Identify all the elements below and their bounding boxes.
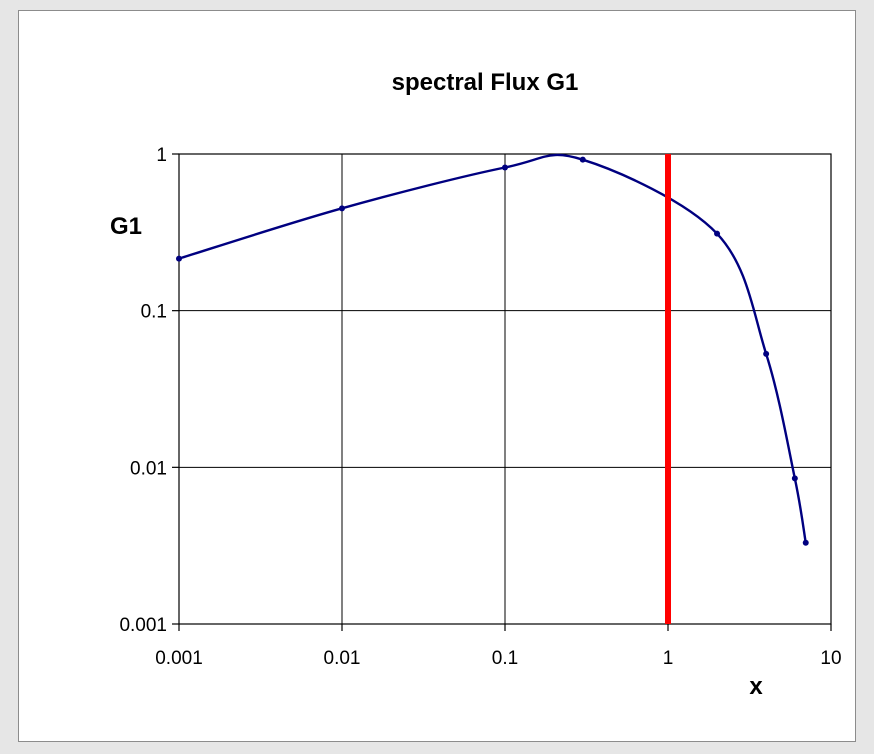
y-tick-label: 0.1 — [141, 302, 167, 323]
y-tick-label: 0.01 — [130, 458, 167, 479]
series-markers — [176, 156, 809, 546]
y-tick-labels: 0.001 0.01 0.1 1 — [119, 145, 167, 636]
x-tick-label: 1 — [663, 648, 674, 669]
data-point — [763, 350, 770, 357]
data-point — [791, 475, 798, 482]
data-point — [714, 230, 721, 237]
y-tick-label: 1 — [156, 145, 167, 166]
data-point — [176, 255, 182, 262]
y-axis-title: G1 — [110, 213, 142, 240]
y-tick-label: 0.001 — [119, 615, 167, 636]
series-line — [178, 153, 807, 543]
x-tick-label: 10 — [820, 648, 841, 669]
chart-area: spectral Flux G1 G1 x 0.001 0.01 0.1 1 10 0.… — [18, 10, 856, 742]
grid — [179, 154, 831, 624]
x-tick-label: 0.001 — [155, 648, 203, 669]
data-point — [502, 164, 508, 171]
chart-svg: spectral Flux G1 G1 x 0.001 0.01 0.1 1 10 0.… — [110, 69, 842, 700]
axis-ticks — [172, 153, 832, 631]
x-tick-label: 0.1 — [492, 648, 518, 669]
x-tick-label: 0.01 — [324, 648, 361, 669]
data-point — [579, 156, 586, 163]
data-point — [802, 539, 809, 546]
x-tick-labels: 0.001 0.01 0.1 1 10 — [155, 648, 841, 669]
chart-title: spectral Flux G1 — [392, 69, 579, 96]
data-point — [339, 205, 345, 212]
x-axis-title: x — [749, 673, 763, 700]
